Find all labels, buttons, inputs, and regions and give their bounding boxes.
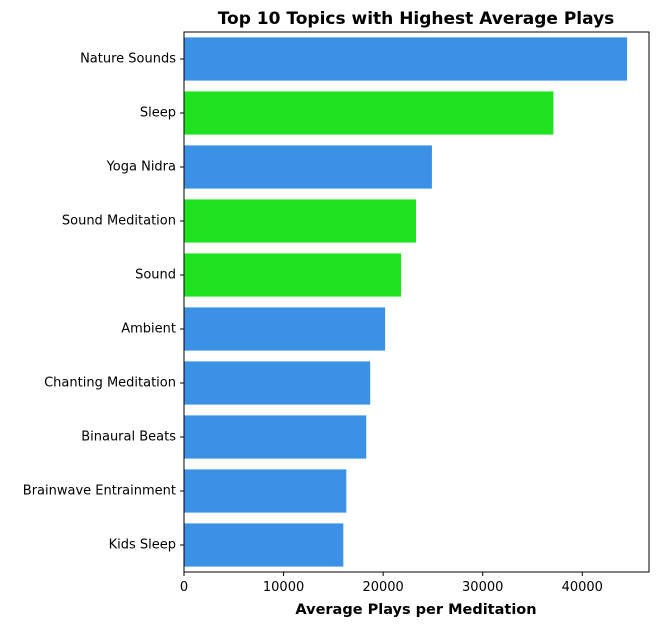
- bar: [184, 361, 371, 405]
- bars-group: [184, 37, 628, 567]
- bar: [184, 37, 628, 81]
- bar: [184, 145, 432, 189]
- x-axis-ticks: 0 10000 20000 30000 40000: [180, 572, 603, 595]
- y-tick-label: Binaural Beats: [81, 430, 176, 445]
- y-tick-label: Ambient: [121, 322, 176, 337]
- x-tick-label: 10000: [263, 580, 304, 595]
- bar: [184, 307, 386, 351]
- chart-title: Top 10 Topics with Highest Average Plays: [218, 9, 615, 29]
- bar: [184, 199, 417, 243]
- bar: [184, 523, 344, 567]
- bar: [184, 469, 347, 513]
- bar: [184, 253, 402, 297]
- y-tick-label: Nature Sounds: [80, 52, 176, 67]
- y-tick-label: Chanting Meditation: [44, 376, 176, 391]
- y-tick-label: Sound: [135, 268, 176, 283]
- x-axis-label: Average Plays per Meditation: [295, 602, 536, 618]
- y-tick-label: Brainwave Entrainment: [23, 484, 176, 499]
- y-tick-label: Kids Sleep: [109, 538, 176, 553]
- y-axis-ticks: Nature Sounds Sleep Yoga Nidra Sound Medita…: [23, 52, 184, 553]
- y-tick-label: Sound Meditation: [62, 214, 176, 229]
- y-tick-label: Yoga Nidra: [106, 160, 176, 175]
- x-tick-label: 20000: [362, 580, 403, 595]
- plot-frame: [183, 31, 650, 573]
- x-tick-label: 40000: [562, 580, 603, 595]
- bar: [184, 415, 367, 459]
- x-tick-label: 30000: [462, 580, 503, 595]
- y-tick-label: Sleep: [140, 106, 176, 121]
- bar: [184, 91, 554, 135]
- x-tick-label: 0: [180, 580, 188, 595]
